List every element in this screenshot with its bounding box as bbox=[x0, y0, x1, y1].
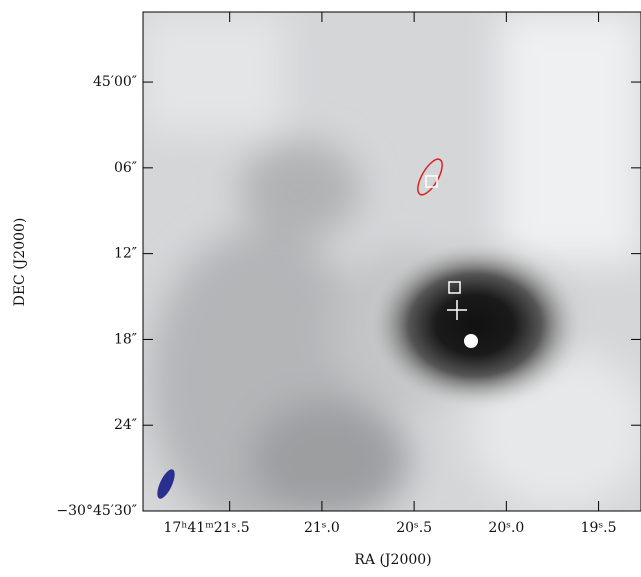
marker-square bbox=[448, 281, 461, 294]
y-tick-label: 12″ bbox=[114, 246, 137, 262]
y-tick-label: 24″ bbox=[114, 417, 137, 433]
x-tick-label: 19ˢ.5 bbox=[581, 520, 617, 536]
plot-frame bbox=[142, 11, 641, 512]
x-tick-label: 20ˢ.0 bbox=[488, 520, 524, 536]
y-axis-label: DEC (J2000) bbox=[12, 218, 28, 307]
marker-cross bbox=[447, 300, 467, 320]
y-tick-label: 45′00″ bbox=[93, 74, 137, 90]
x-tick-label: 21ˢ.0 bbox=[304, 520, 340, 536]
y-tick-label: 06″ bbox=[114, 160, 137, 176]
image bbox=[143, 12, 641, 511]
y-tick-label: 18″ bbox=[114, 331, 137, 347]
beam bbox=[157, 469, 175, 499]
marker-dot bbox=[464, 334, 478, 348]
y-tick-label: −30°45′30″ bbox=[56, 503, 137, 519]
marker-square bbox=[425, 175, 438, 188]
x-tick-label: 17ʰ41ᵐ21ˢ.5 bbox=[164, 520, 250, 536]
x-axis-label: RA (J2000) bbox=[354, 552, 431, 568]
x-tick-label: 20ˢ.5 bbox=[396, 520, 432, 536]
